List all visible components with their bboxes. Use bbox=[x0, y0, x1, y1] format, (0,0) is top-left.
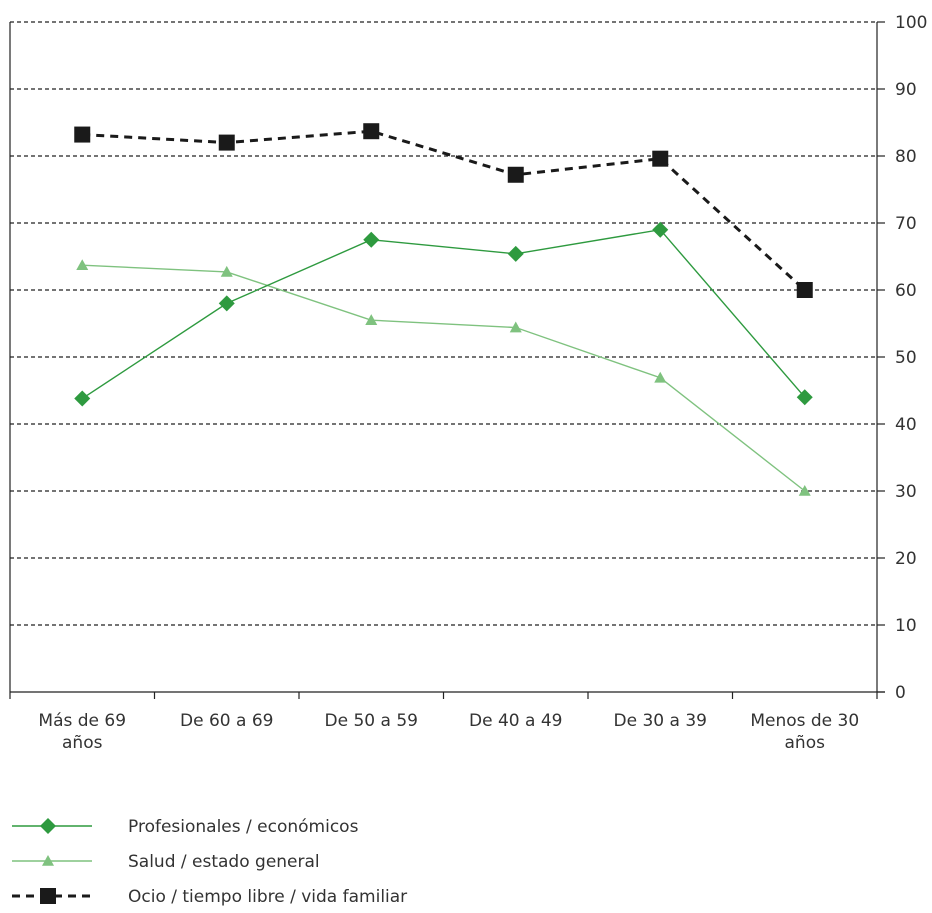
data-point bbox=[507, 166, 524, 183]
series-layer bbox=[74, 123, 813, 496]
legend-label: Ocio / tiempo libre / vida familiar bbox=[128, 887, 407, 907]
y-tick-label: 70 bbox=[895, 214, 917, 234]
y-tick-label: 60 bbox=[895, 281, 917, 301]
data-point bbox=[74, 390, 91, 407]
x-category-label: De 40 a 49 bbox=[469, 711, 562, 731]
gridlines bbox=[10, 21, 877, 626]
x-category-label: De 60 a 69 bbox=[180, 711, 273, 731]
y-tick-label: 100 bbox=[895, 13, 927, 33]
x-category-label: Menos de 30 años bbox=[750, 711, 859, 753]
y-tick-label: 80 bbox=[895, 147, 917, 167]
x-category-label: De 50 a 59 bbox=[325, 711, 418, 731]
legend-swatch-marker bbox=[42, 855, 54, 866]
x-axis-categories: Más de 69 años De 60 a 69 De 50 a 59 De 40 a… bbox=[9, 692, 878, 753]
legend: Profesionales / económicos Salud / estado… bbox=[12, 817, 407, 907]
data-point bbox=[218, 295, 235, 312]
data-point bbox=[218, 134, 235, 151]
data-point bbox=[509, 321, 522, 333]
data-point bbox=[652, 150, 669, 167]
legend-swatch-marker bbox=[40, 888, 56, 904]
data-point bbox=[365, 314, 378, 325]
y-axis-ticks: 0 10 20 30 40 50 60 70 80 90 100 bbox=[877, 13, 927, 703]
series-line bbox=[82, 129, 806, 292]
y-tick-label: 10 bbox=[895, 616, 917, 636]
legend-item: Profesionales / económicos bbox=[12, 817, 359, 837]
legend-label: Profesionales / económicos bbox=[128, 817, 359, 837]
data-point bbox=[220, 265, 233, 277]
y-tick-label: 30 bbox=[895, 482, 917, 502]
data-point bbox=[654, 371, 667, 383]
y-tick-label: 0 bbox=[895, 683, 906, 703]
series-1 bbox=[74, 221, 813, 407]
series-2 bbox=[76, 259, 811, 496]
y-tick-label: 40 bbox=[895, 415, 917, 435]
series-line bbox=[81, 228, 806, 400]
y-tick-label: 20 bbox=[895, 549, 917, 569]
x-category-label: De 30 a 39 bbox=[614, 711, 707, 731]
legend-item: Ocio / tiempo libre / vida familiar bbox=[12, 887, 407, 907]
data-point bbox=[363, 231, 380, 248]
y-tick-label: 90 bbox=[895, 80, 917, 100]
series-3 bbox=[74, 123, 813, 298]
series-line bbox=[82, 264, 806, 492]
data-point bbox=[74, 126, 91, 143]
legend-swatch-marker bbox=[40, 818, 56, 834]
data-point bbox=[76, 259, 89, 271]
data-point bbox=[798, 485, 811, 496]
legend-item: Salud / estado general bbox=[12, 852, 320, 872]
data-point bbox=[652, 221, 669, 238]
legend-label: Salud / estado general bbox=[128, 852, 320, 872]
data-point bbox=[507, 245, 524, 262]
data-point bbox=[796, 282, 813, 298]
y-tick-label: 50 bbox=[895, 348, 917, 368]
data-point bbox=[796, 389, 813, 406]
x-category-label: Más de 69 años bbox=[38, 711, 126, 753]
data-point bbox=[363, 123, 380, 140]
